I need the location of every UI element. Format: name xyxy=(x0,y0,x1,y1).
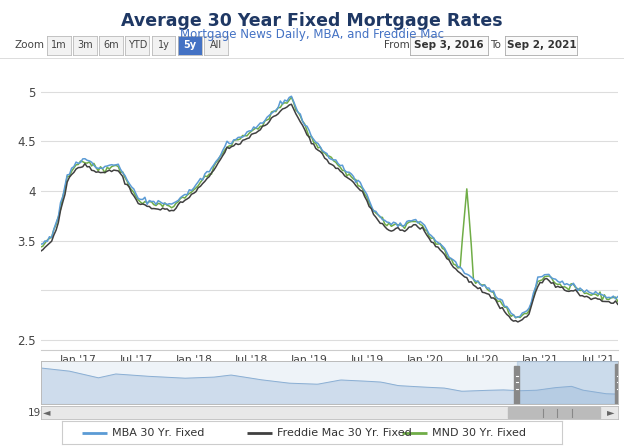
Text: Sep 3, 2016: Sep 3, 2016 xyxy=(414,41,484,50)
Text: MBA 30 Yr. Fixed: MBA 30 Yr. Fixed xyxy=(112,428,205,438)
Bar xyxy=(508,407,600,418)
Text: Freddie Mac 30 Yr. Fixed: Freddie Mac 30 Yr. Fixed xyxy=(277,428,412,438)
Text: All: All xyxy=(210,41,222,50)
Text: ►: ► xyxy=(607,408,615,417)
Bar xyxy=(517,361,618,404)
Text: To: To xyxy=(490,41,500,50)
Bar xyxy=(514,366,519,404)
Bar xyxy=(615,364,620,404)
Text: 5y: 5y xyxy=(183,41,197,50)
Text: Sep 2, 2021: Sep 2, 2021 xyxy=(507,41,576,50)
Text: YTD: YTD xyxy=(127,41,147,50)
Text: Mortgage News Daily, MBA, and Freddie Mac: Mortgage News Daily, MBA, and Freddie Ma… xyxy=(180,28,444,41)
Text: Average 30 Year Fixed Mortgage Rates: Average 30 Year Fixed Mortgage Rates xyxy=(121,12,503,30)
Text: From: From xyxy=(384,41,409,50)
Text: ◄: ◄ xyxy=(44,408,51,417)
Text: Zoom: Zoom xyxy=(15,41,45,50)
Text: 1m: 1m xyxy=(51,41,67,50)
Text: 1y: 1y xyxy=(157,41,170,50)
Text: 6m: 6m xyxy=(103,41,119,50)
Text: 3m: 3m xyxy=(77,41,93,50)
Text: MND 30 Yr. Fixed: MND 30 Yr. Fixed xyxy=(432,428,526,438)
